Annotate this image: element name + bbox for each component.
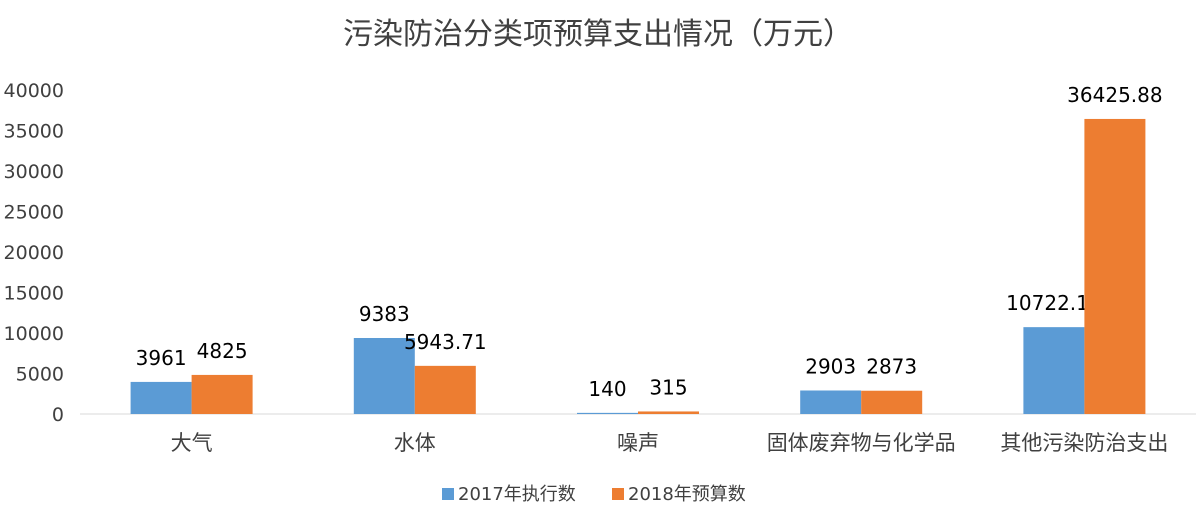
y-tick-label: 15000 bbox=[4, 283, 64, 305]
bar-2017 bbox=[1023, 327, 1085, 414]
legend-label-2018: 2018年预算数 bbox=[628, 484, 746, 505]
legend-swatch-2017 bbox=[442, 488, 454, 500]
bar-2017 bbox=[353, 337, 415, 414]
data-label: 9383 bbox=[359, 302, 410, 326]
data-label: 5943.71 bbox=[404, 330, 487, 354]
bar-2017 bbox=[800, 390, 862, 414]
y-tick-label: 0 bbox=[52, 404, 64, 426]
data-label: 3961 bbox=[136, 346, 187, 370]
y-tick-label: 30000 bbox=[4, 161, 64, 183]
category-label: 其他污染防治支出 bbox=[1000, 431, 1168, 455]
y-tick-label: 35000 bbox=[4, 121, 64, 143]
category-labels: 大气 水体 噪声 固体废弃物与化学品 其他污染防治支出 bbox=[171, 431, 1169, 455]
y-tick-label: 20000 bbox=[4, 242, 64, 264]
y-tick-label: 5000 bbox=[16, 364, 64, 386]
category-label: 大气 bbox=[171, 431, 213, 455]
category-label: 噪声 bbox=[617, 431, 659, 455]
y-tick-label: 40000 bbox=[4, 80, 64, 102]
y-axis: 0 5000 10000 15000 20000 25000 30000 35000 40000 bbox=[4, 80, 64, 426]
bar-2017 bbox=[577, 412, 638, 414]
data-label: 4825 bbox=[197, 339, 248, 363]
category-label: 固体废弃物与化学品 bbox=[767, 431, 956, 455]
legend-label-2017: 2017年执行数 bbox=[458, 484, 576, 505]
data-label: 140 bbox=[588, 377, 626, 401]
category-label: 水体 bbox=[394, 431, 436, 455]
data-label: 36425.88 bbox=[1067, 83, 1162, 107]
bar-2018 bbox=[861, 390, 923, 414]
bar-2018 bbox=[638, 411, 699, 414]
bar-2018 bbox=[414, 365, 476, 414]
y-tick-label: 10000 bbox=[4, 323, 64, 345]
bar-2017 bbox=[130, 381, 192, 414]
data-label: 315 bbox=[649, 375, 687, 399]
chart-title: 污染防治分类项预算支出情况（万元） bbox=[343, 17, 853, 52]
legend-swatch-2018 bbox=[612, 488, 624, 500]
legend: 2017年执行数 2018年预算数 bbox=[442, 484, 746, 505]
data-label: 2873 bbox=[866, 355, 917, 379]
y-tick-label: 25000 bbox=[4, 202, 64, 224]
bar-2018 bbox=[1084, 118, 1146, 414]
data-label: 2903 bbox=[805, 354, 856, 378]
bar-2018 bbox=[191, 374, 253, 414]
